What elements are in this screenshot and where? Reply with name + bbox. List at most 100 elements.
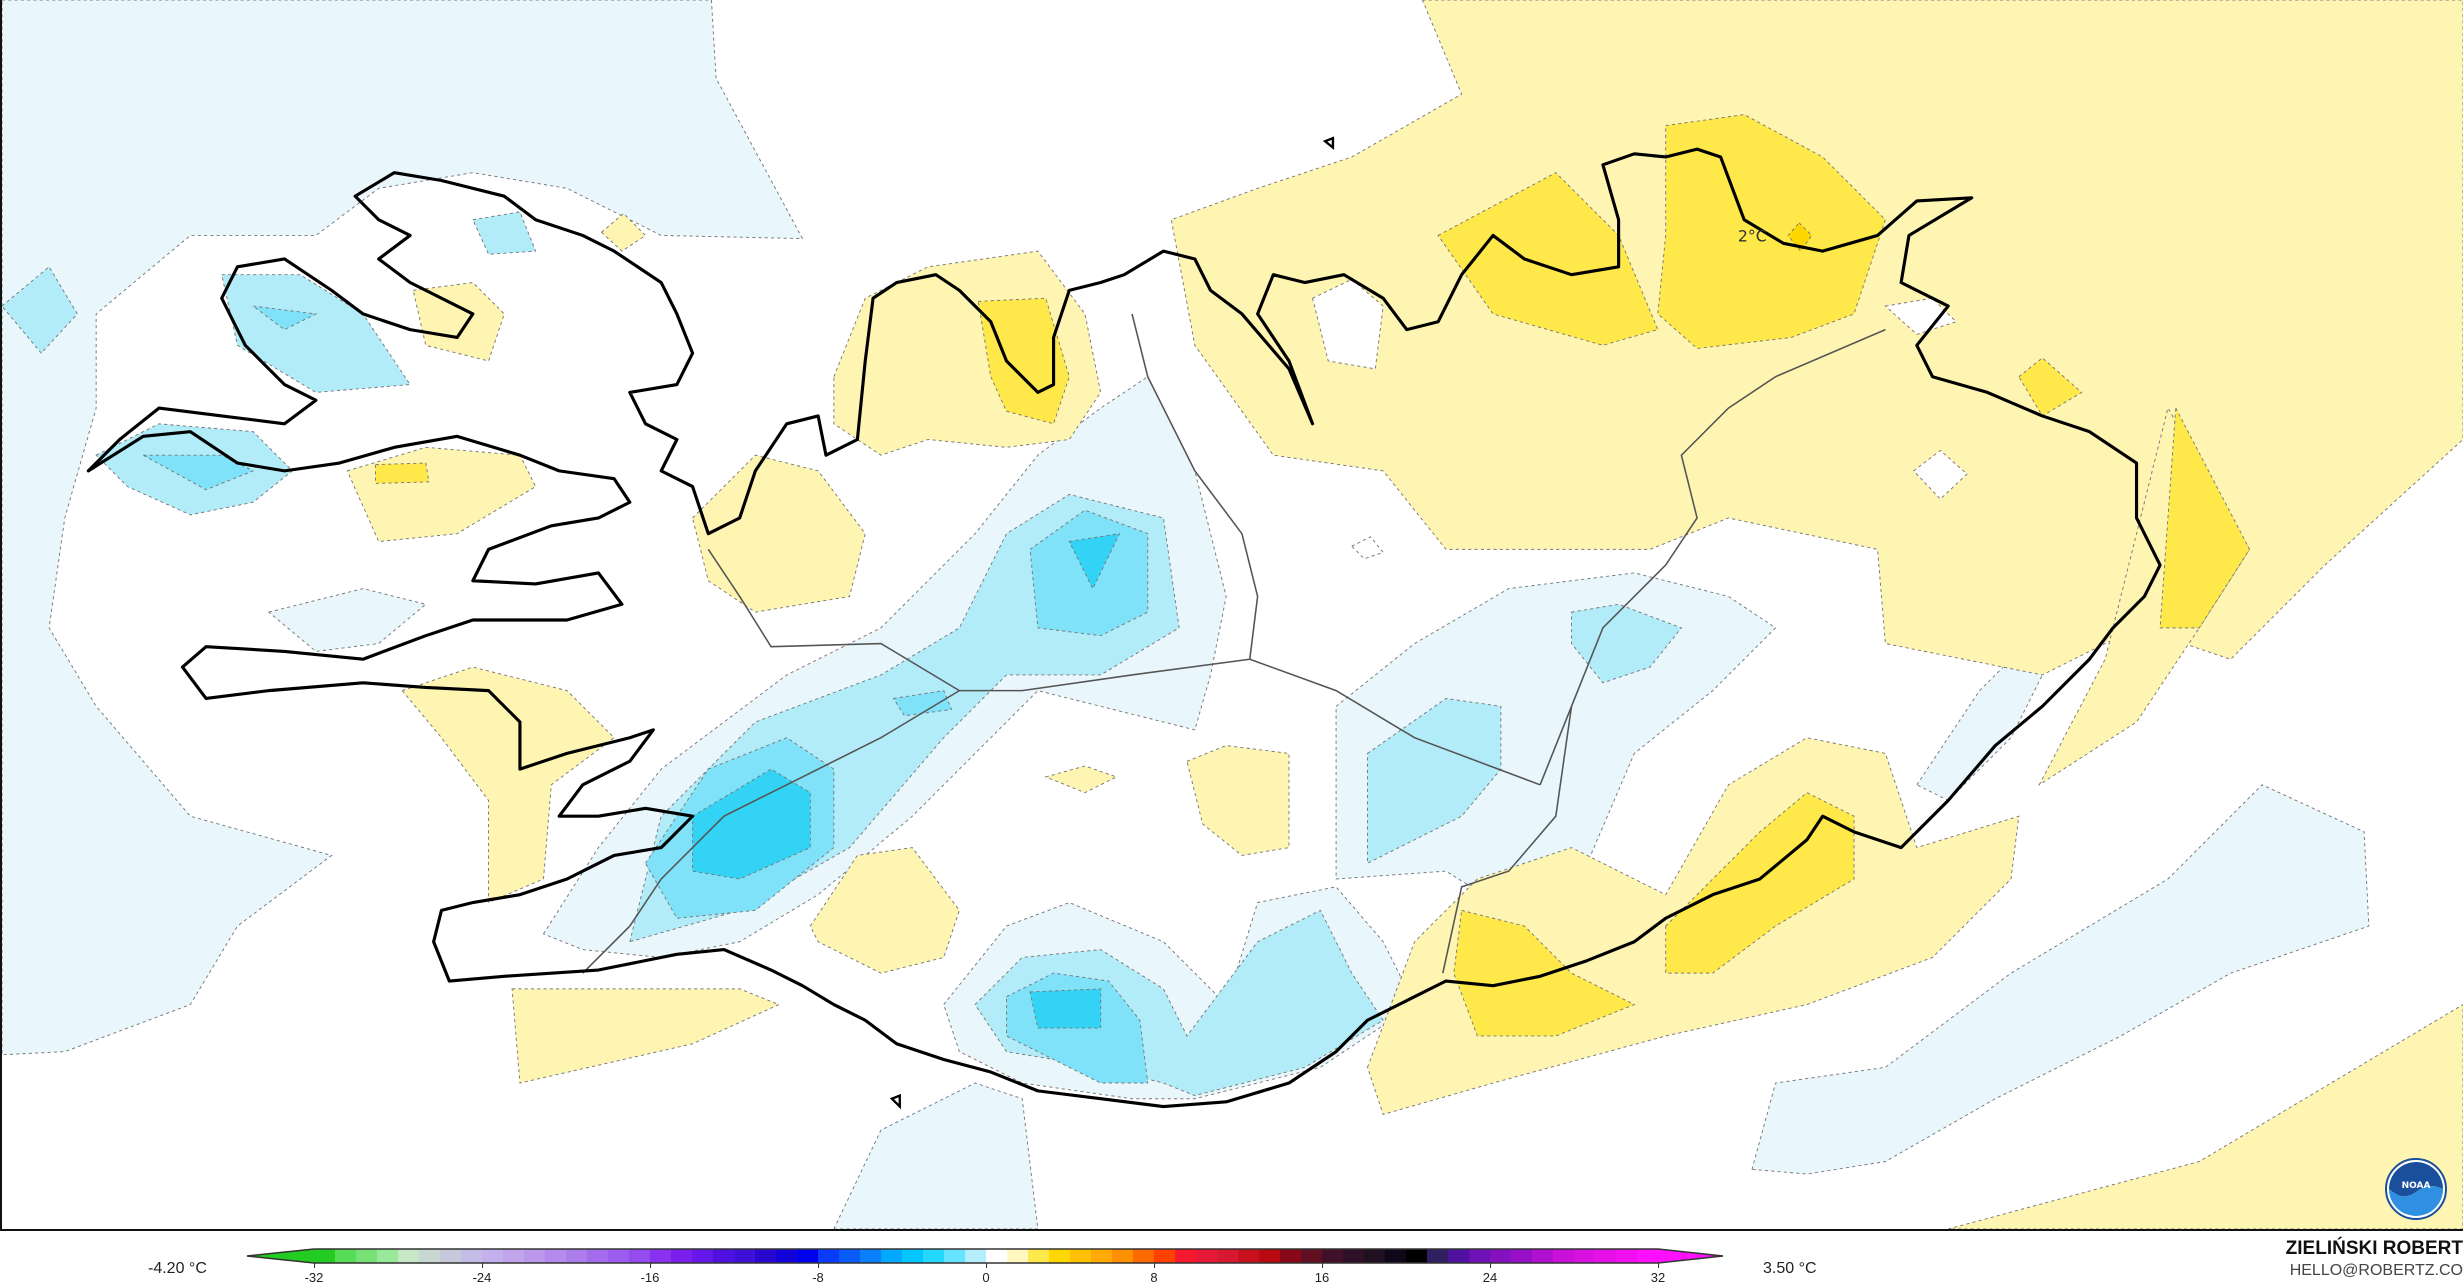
colorbar-cell — [461, 1249, 483, 1263]
colorbar-cell — [1574, 1249, 1596, 1263]
cold-region-east — [1335, 572, 1777, 943]
colorbar-cell — [1280, 1249, 1302, 1263]
colorbar-tick-mark — [482, 1263, 483, 1268]
colorbar-tick-mark — [1322, 1263, 1323, 1268]
cold3-central — [1068, 533, 1121, 590]
colorbar-cell — [545, 1249, 567, 1263]
colorbar-cell — [923, 1249, 945, 1263]
colorbar-cell — [860, 1249, 882, 1263]
colorbar-cell — [629, 1249, 651, 1263]
colorbar-cell — [1175, 1249, 1197, 1263]
cold-region-white-hole — [1350, 536, 1384, 560]
colorbar-cell — [482, 1249, 504, 1263]
colorbar-tick-label: -24 — [472, 1270, 492, 1285]
colorbar-tick-mark — [650, 1263, 651, 1268]
colorbar-cell — [797, 1249, 819, 1263]
colorbar-cell — [1007, 1249, 1029, 1263]
warm-hole-1 — [1311, 278, 1384, 370]
colorbar-cell — [986, 1249, 1008, 1263]
colorbar-cell — [377, 1249, 399, 1263]
warm2-ne — [1787, 222, 1813, 252]
colorbar-cell — [1070, 1249, 1092, 1263]
colorbar-tick-mark — [1490, 1263, 1491, 1268]
warm-region-south1 — [511, 988, 781, 1084]
cold2-westfjords — [143, 454, 255, 491]
colorbar-cell — [713, 1249, 735, 1263]
colorbar-tick-mark — [986, 1263, 987, 1268]
noaa-logo: NOAA — [2385, 1158, 2447, 1220]
colorbar-cell — [524, 1249, 546, 1263]
cold-region-southeast — [1751, 784, 2370, 1175]
colorbar-cell — [1553, 1249, 1575, 1263]
warm-hole-2 — [1912, 449, 1968, 500]
colorbar-cell — [671, 1249, 693, 1263]
colorbar-tick-mark — [818, 1263, 819, 1268]
author-email: HELLO@ROBERTZ.CO — [2289, 1262, 2463, 1279]
colorbar-cell — [608, 1249, 630, 1263]
colorbar-cell — [1427, 1249, 1449, 1263]
colorbar-cell — [1322, 1249, 1344, 1263]
colorbar-tick-label: -8 — [812, 1270, 824, 1285]
cold3-sw — [692, 768, 811, 880]
colorbar — [246, 1248, 1724, 1264]
coastline — [86, 147, 2162, 1109]
colorbar-cell — [839, 1249, 861, 1263]
colorbar-cell — [314, 1249, 336, 1263]
svg-text:NOAA: NOAA — [2402, 1181, 2431, 1191]
cold1-far-west — [2, 266, 78, 354]
colorbar-cell — [902, 1249, 924, 1263]
colorbar-cell — [1133, 1249, 1155, 1263]
anomaly-fills — [2, 0, 2463, 1229]
colorbar-cell — [818, 1249, 840, 1263]
colorbar-tick-label: 0 — [982, 1270, 990, 1285]
colorbar-max-extension — [1658, 1249, 1723, 1263]
colorbar-cell — [1301, 1249, 1323, 1263]
warm1-east-small — [2018, 357, 2083, 417]
colorbar-cell — [650, 1249, 672, 1263]
island-vestmannaeyjar — [889, 1093, 901, 1110]
colorbar-cell — [440, 1249, 462, 1263]
colorbar-cell — [755, 1249, 777, 1263]
colorbar-cell — [1448, 1249, 1470, 1263]
cold-region-south — [833, 1082, 1039, 1229]
cold1-east1 — [1367, 697, 1502, 865]
colorbar-cell — [1112, 1249, 1134, 1263]
colorbar-tick-label: 16 — [1314, 1270, 1330, 1285]
island-grimsey — [1322, 136, 1335, 150]
warm-region-west — [692, 454, 866, 613]
colorbar-cell — [566, 1249, 588, 1263]
colorbar-cell — [776, 1249, 798, 1263]
legend-min-label: -4.20 °C — [148, 1260, 207, 1277]
cold-region-west — [2, 0, 804, 1056]
warm-region-nw2 — [412, 282, 505, 362]
warm-region-center2 — [1044, 765, 1118, 794]
colorbar-cell — [1490, 1249, 1512, 1263]
colorbar-cell — [881, 1249, 903, 1263]
cold2-strip — [892, 690, 953, 717]
colorbar-tick-mark — [314, 1263, 315, 1268]
cold1-westfjords — [221, 274, 411, 393]
warm-hole-3 — [1884, 297, 1957, 335]
colorbar-cell — [1364, 1249, 1386, 1263]
colorbar-cell — [1217, 1249, 1239, 1263]
colorbar-tick-label: 24 — [1482, 1270, 1498, 1285]
colorbar-cell — [944, 1249, 966, 1263]
colorbar-cell — [1154, 1249, 1176, 1263]
colorbar-tick-mark — [1658, 1263, 1659, 1268]
warm-region-northeast — [1170, 0, 2463, 676]
colorbar-cell — [1343, 1249, 1365, 1263]
colorbar-tick-label: -32 — [304, 1270, 324, 1285]
warm1-east — [2159, 406, 2251, 629]
colorbar-cell — [503, 1249, 525, 1263]
colorbar-cell — [587, 1249, 609, 1263]
cold2-westfjords-n — [251, 305, 318, 331]
map-canvas: 2°C — [2, 0, 2463, 1229]
colorbar-tick-label: 8 — [1150, 1270, 1158, 1285]
warm-region-bottomright — [1948, 1003, 2463, 1229]
colorbar-cell — [1238, 1249, 1260, 1263]
colorbar-cell — [734, 1249, 756, 1263]
legend-max-label: 3.50 °C — [1763, 1260, 1817, 1277]
colorbar-tick-label: 32 — [1650, 1270, 1666, 1285]
colorbar-min-extension — [247, 1249, 314, 1263]
colorbar-cell — [692, 1249, 714, 1263]
